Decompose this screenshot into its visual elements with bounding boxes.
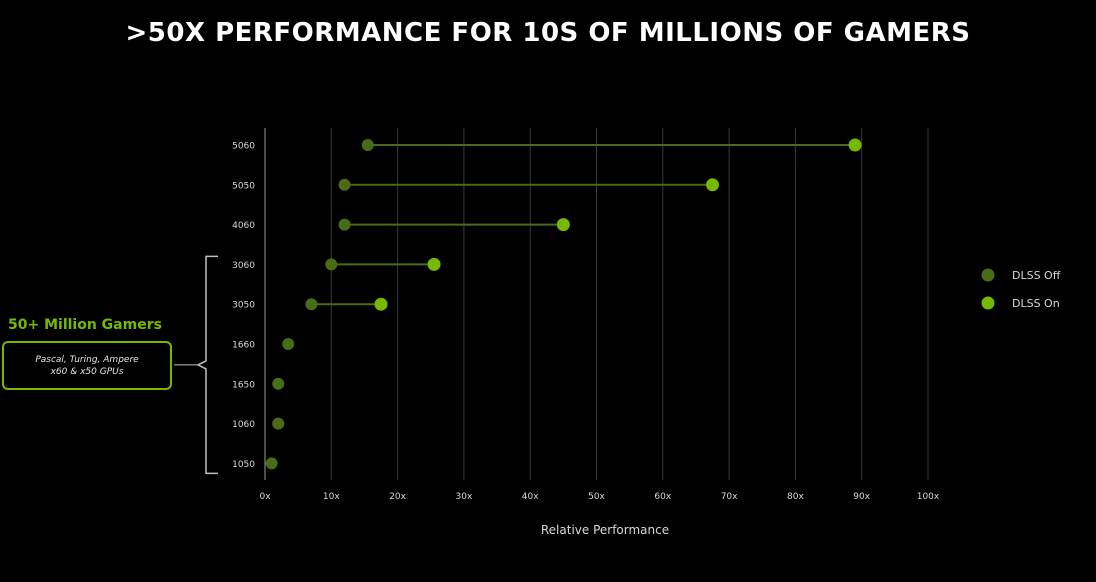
- y-category-label: 5060: [232, 142, 255, 152]
- callout-title: 50+ Million Gamers: [8, 317, 162, 333]
- callout-line-2: x60 & x50 GPUs: [50, 366, 124, 377]
- legend-label: DLSS On: [1012, 297, 1060, 310]
- x-tick-label: 60x: [654, 492, 671, 502]
- y-category-label: 1660: [232, 341, 255, 351]
- legend-label: DLSS Off: [1012, 269, 1061, 282]
- point-dlss-on: [427, 257, 441, 271]
- point-dlss-on: [374, 297, 388, 311]
- point-dlss-off: [325, 258, 338, 271]
- callout-box: Pascal, Turing, Ampere x60 & x50 GPUs: [2, 341, 172, 390]
- callout-line-1: Pascal, Turing, Ampere: [35, 354, 139, 365]
- y-category-label: 4060: [232, 221, 255, 231]
- y-category-label: 3060: [232, 261, 255, 271]
- x-tick-label: 100x: [917, 492, 940, 502]
- point-dlss-off: [272, 377, 285, 390]
- y-category-label: 1050: [232, 460, 255, 470]
- x-tick-label: 90x: [853, 492, 870, 502]
- chart-title: >50X PERFORMANCE FOR 10S OF MILLIONS OF …: [125, 18, 971, 48]
- y-category-label: 5050: [232, 181, 255, 191]
- point-dlss-off: [338, 178, 351, 191]
- point-dlss-off: [272, 417, 285, 430]
- x-tick-label: 80x: [787, 492, 804, 502]
- y-category-label: 3050: [232, 301, 255, 311]
- y-category-label: 1060: [232, 420, 255, 430]
- x-tick-label: 70x: [721, 492, 738, 502]
- legend-marker: [981, 268, 995, 282]
- x-tick-label: 50x: [588, 492, 605, 502]
- group-bracket: [196, 255, 218, 475]
- x-tick-label: 40x: [522, 492, 539, 502]
- point-dlss-off: [265, 457, 278, 470]
- point-dlss-on: [848, 138, 862, 152]
- point-dlss-off: [338, 218, 351, 231]
- x-tick-label: 30x: [456, 492, 473, 502]
- x-axis-label: Relative Performance: [541, 523, 669, 537]
- x-tick-label: 20x: [389, 492, 406, 502]
- y-category-label: 1650: [232, 380, 255, 390]
- point-dlss-off: [282, 338, 295, 350]
- x-tick-label: 0x: [259, 492, 271, 502]
- point-dlss-off: [305, 298, 318, 311]
- point-dlss-on: [706, 178, 720, 192]
- point-dlss-off: [361, 139, 374, 151]
- point-dlss-on: [556, 218, 570, 232]
- legend-marker: [981, 296, 995, 310]
- x-tick-label: 10x: [323, 492, 340, 502]
